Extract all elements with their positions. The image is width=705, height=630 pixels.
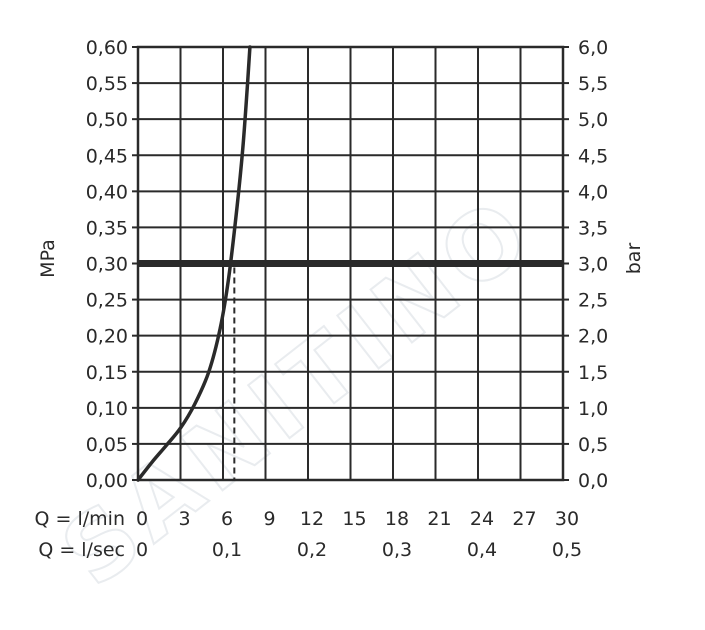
left-axis-tick-label: 0,20 [86, 326, 128, 348]
left-axis-tick-label: 0,25 [86, 290, 128, 312]
x-axis-secondary-tick-label: 0 [136, 539, 148, 561]
left-axis-tick-label: 0,00 [86, 470, 128, 492]
right-axis-tick-label: 1,5 [578, 362, 608, 384]
left-axis-tick-label: 0,55 [86, 73, 128, 95]
right-axis-label: bar [623, 243, 645, 275]
x-axis-primary-tick-label: 24 [470, 508, 494, 530]
pressure-flow-curve [136, 45, 252, 482]
x-axis-secondary-tick-label: 0,5 [552, 539, 582, 561]
x-axis-secondary-tick-label: 0,3 [382, 539, 412, 561]
x-axis-secondary-tick-label: 0,1 [212, 539, 242, 561]
right-axis-tick-label: 2,5 [578, 290, 608, 312]
plot-data [136, 45, 563, 482]
x-axis-primary-tick-label: 6 [221, 508, 233, 530]
left-axis-tick-label: 0,35 [86, 217, 128, 239]
right-axis-tick-label: 5,0 [578, 109, 608, 131]
right-axis-tick-label: 0,5 [578, 434, 608, 456]
left-axis-tick-label: 0,05 [86, 434, 128, 456]
x-axis-secondary-tick-label: 0,2 [297, 539, 327, 561]
left-axis-tick-label: 0,10 [86, 398, 128, 420]
left-axis-label: MPa [37, 239, 59, 278]
x-axis-primary-tick-label: 3 [178, 508, 190, 530]
right-axis-tick-label: 4,0 [578, 181, 608, 203]
x-axis-primary-tick-label: 30 [555, 508, 579, 530]
x-axis-primary-tick-label: 9 [263, 508, 275, 530]
right-axis-tick-label: 3,5 [578, 217, 608, 239]
x-axis-primary-tick-label: 21 [427, 508, 451, 530]
right-axis-tick-label: 2,0 [578, 326, 608, 348]
right-axis-tick-label: 5,5 [578, 73, 608, 95]
right-axis-tick-label: 1,0 [578, 398, 608, 420]
right-axis-tick-label: 3,0 [578, 254, 608, 276]
left-axis-tick-label: 0,60 [86, 37, 128, 59]
x-axis-primary-label: Q = l/min [35, 508, 125, 530]
left-axis-tick-label: 0,15 [86, 362, 128, 384]
x-axis-primary-tick-label: 18 [385, 508, 409, 530]
left-axis-tick-label: 0,30 [86, 254, 128, 276]
right-axis-tick-label: 0,0 [578, 470, 608, 492]
x-axis-primary-tick-label: 12 [300, 508, 324, 530]
x-axis-primary-tick-label: 15 [342, 508, 366, 530]
left-axis-tick-label: 0,40 [86, 181, 128, 203]
right-axis-tick-label: 4,5 [578, 145, 608, 167]
x-axis-primary-tick-label: 27 [512, 508, 536, 530]
axis-labels: 0,600,550,500,450,400,350,300,250,200,15… [35, 37, 645, 561]
left-axis-tick-label: 0,45 [86, 145, 128, 167]
x-axis-secondary-label: Q = l/sec [38, 539, 125, 561]
left-axis-tick-label: 0,50 [86, 109, 128, 131]
right-axis-tick-label: 6,0 [578, 37, 608, 59]
x-axis-primary-tick-label: 0 [136, 508, 148, 530]
x-axis-secondary-tick-label: 0,4 [467, 539, 497, 561]
